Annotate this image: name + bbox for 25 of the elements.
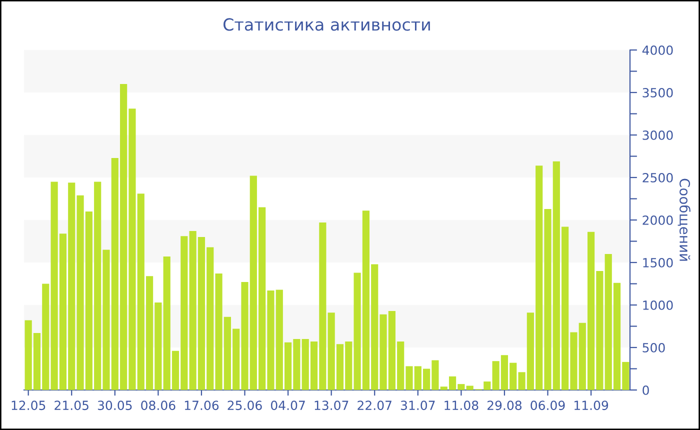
x-tick-label: 30.05 (98, 400, 132, 410)
x-tick-label: 29.08 (487, 400, 522, 410)
x-tick-label: 08.06 (141, 400, 176, 410)
x-tick-label: 22.07 (358, 400, 392, 410)
y-tick-label: 4000 (642, 45, 673, 55)
x-tick-label: 04.07 (270, 400, 305, 410)
x-tick-label: 21.05 (54, 400, 88, 410)
chart-title: Статистика активности (224, 18, 430, 31)
y-tick-label: 3500 (642, 88, 673, 98)
x-tick-label: 11.08 (444, 400, 478, 410)
x-tick-label: 31.07 (400, 400, 435, 410)
x-tick-label: 13.07 (314, 400, 348, 410)
y-tick-label: 500 (642, 342, 665, 352)
x-tick-label: 11.09 (574, 400, 608, 410)
y-tick-label: 0 (642, 385, 649, 395)
y-tick-label: 3000 (642, 130, 673, 140)
x-tick-label: 17.06 (184, 400, 219, 410)
y-tick-label: 1500 (643, 258, 673, 268)
x-tick-label: 12.05 (12, 400, 46, 410)
y-tick-label: 2500 (642, 172, 673, 182)
y-tick-label: 2000 (642, 215, 673, 225)
y-tick-label: 1000 (643, 300, 673, 310)
x-tick-label: 06.09 (530, 400, 565, 410)
x-tick-label: 25.06 (228, 400, 262, 410)
y-axis-title: Сообщений (678, 178, 691, 261)
